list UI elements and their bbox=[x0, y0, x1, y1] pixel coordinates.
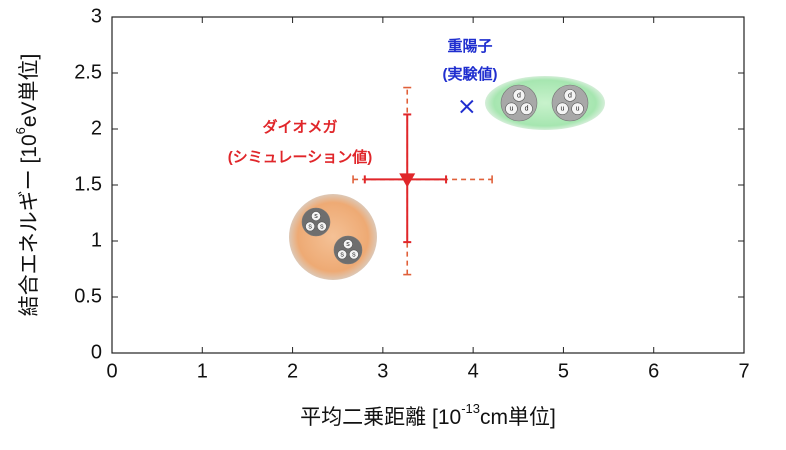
quark-label: s bbox=[308, 223, 312, 230]
y-tick-label: 1.5 bbox=[74, 173, 102, 195]
quark bbox=[556, 102, 569, 115]
point bbox=[460, 99, 474, 114]
y-label-sup: 6 bbox=[13, 127, 28, 134]
quark-label: s bbox=[340, 251, 344, 258]
omega-blob bbox=[289, 194, 377, 280]
annotation: (実験値) bbox=[443, 65, 498, 83]
quark-label: u bbox=[560, 106, 564, 113]
quark-label: s bbox=[352, 251, 356, 258]
x-label-sup: -13 bbox=[461, 401, 480, 416]
quark-label: s bbox=[320, 223, 324, 230]
x-tick-label: 3 bbox=[377, 360, 388, 382]
x-axis-label: 平均二乗距離 [10-13cm単位] bbox=[300, 401, 556, 428]
quark-label: d bbox=[525, 106, 529, 113]
y-tick-label: 2 bbox=[91, 117, 102, 139]
quark bbox=[505, 102, 518, 115]
x-tick-label: 0 bbox=[106, 360, 117, 382]
quark bbox=[316, 221, 327, 232]
x-tick-label: 2 bbox=[287, 360, 298, 382]
x-label-text: 平均二乗距離 [10 bbox=[300, 406, 461, 429]
point bbox=[399, 173, 416, 188]
y-tick-label: 3 bbox=[91, 5, 102, 27]
quark bbox=[311, 211, 321, 222]
quark-label: d bbox=[517, 92, 521, 99]
quark bbox=[520, 102, 533, 115]
x-tick-label: 6 bbox=[648, 360, 659, 382]
quark-label: s bbox=[346, 241, 350, 248]
x-tick-label: 7 bbox=[738, 360, 749, 382]
y-label-text: eV単位] bbox=[18, 54, 41, 128]
x-tick-label: 1 bbox=[197, 360, 208, 382]
y-label-text: 結合エネルギー [10 bbox=[18, 134, 41, 316]
quark-label: d bbox=[568, 92, 572, 99]
quark-label: s bbox=[314, 213, 318, 220]
quark bbox=[571, 102, 584, 115]
quark bbox=[337, 249, 348, 260]
annotation: ダイオメガ bbox=[262, 118, 337, 136]
y-tick-label: 0.5 bbox=[74, 285, 102, 307]
y-axis-label: 結合エネルギー [106eV単位] bbox=[13, 54, 40, 317]
annotation: (シミュレーション値) bbox=[228, 148, 372, 166]
quark-label: u bbox=[509, 106, 513, 113]
y-tick-label: 0 bbox=[91, 341, 102, 363]
quark-label: u bbox=[576, 106, 580, 113]
quark bbox=[512, 89, 526, 102]
quark bbox=[305, 221, 316, 232]
quark bbox=[343, 239, 353, 250]
annotation: 重陽子 bbox=[447, 37, 492, 55]
quark bbox=[348, 249, 359, 260]
y-tick-label: 1 bbox=[91, 229, 102, 251]
quark bbox=[563, 89, 577, 102]
x-label-text: cm単位] bbox=[480, 406, 556, 429]
x-tick-label: 4 bbox=[468, 360, 479, 382]
plot-frame bbox=[111, 16, 745, 354]
y-tick-label: 2.5 bbox=[74, 61, 102, 83]
x-tick-label: 5 bbox=[558, 360, 569, 382]
